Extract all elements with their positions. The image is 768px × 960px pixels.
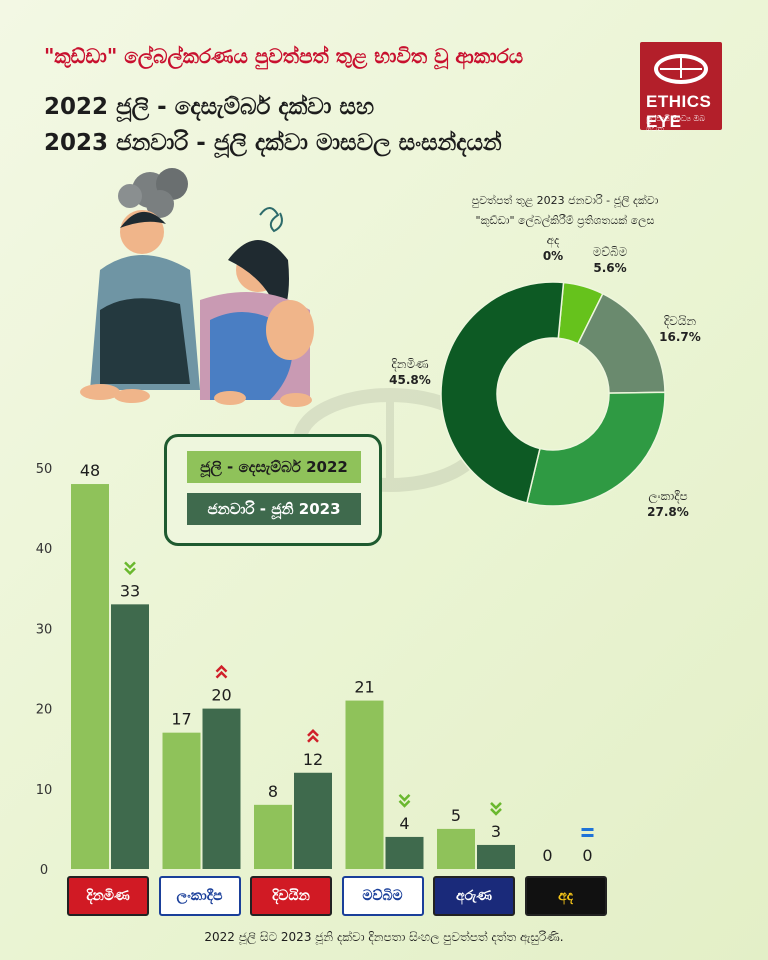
bar-value-label: 4 [399,814,409,833]
donut-slice [557,281,604,345]
legend-item-2023: ජනවාරි - ජූනි 2023 [187,493,361,525]
subtitle-line-2: 2023 ජනවාරි - ජූලි දක්වා මාසවල සංසන්දයන් [44,130,502,156]
bar [162,732,201,869]
bar-value-label: 0 [582,846,592,865]
trend-down-icon [490,802,502,816]
bar-value-label: 33 [120,581,140,600]
legend-item-2022: ජූලි - දෙසැම්බර් 2022 [187,451,361,483]
bar [111,604,149,869]
logo-text: ETHICS EYE [646,92,712,131]
newspaper-logo: ලංකාදීප [158,876,241,916]
y-tick-label: 10 [36,783,53,798]
bar-value-label: 12 [303,750,323,769]
ethics-eye-logo: ETHICS EYE පුරවැසි මාධ්‍ය ඔබ වෙත [640,42,722,133]
trend-up-icon [215,664,228,679]
y-tick-label: 40 [36,542,53,557]
source-footnote: 2022 ජූලි සිට 2023 ජූනි දක්වා දිනපතා සිං… [204,930,564,944]
donut-title: පුවත්පත් තුළ 2023 ජනවාරි - ජූලි දක්වා [471,194,659,207]
logo-subtext: පුරවැසි මාධ්‍ය ඔබ වෙත [646,114,706,133]
donut-slice [526,391,666,507]
donut-slice-value: 16.7% [659,330,701,344]
bar-value-label: 21 [354,678,374,697]
newspaper-logo: අද [524,876,607,916]
donut-slice-label: දිනමිණ [391,357,428,371]
eye-icon [654,54,708,84]
legend: ජූලි - දෙසැම්බර් 2022 ජනවාරි - ජූනි 2023 [164,434,382,546]
bar-value-label: 8 [268,782,278,801]
trend-up-icon [307,728,319,743]
bar-value-label: 20 [211,686,231,705]
trend-equal-icon [581,828,594,837]
bar [202,708,241,869]
bar [385,836,424,869]
donut-subtitle: "කුඩ්ඩා" ලේබල්කිරීම් ප්‍රතිශතයක් ලෙස [475,214,655,227]
donut-slice-label: ලංකාදීප [648,489,687,504]
donut-slice-value: 0% [543,249,563,263]
bar [294,772,332,869]
donut-slice [576,292,666,394]
y-tick-label: 0 [40,863,48,878]
trend-down-icon [398,794,411,808]
y-tick-label: 20 [36,703,53,718]
main-title: "කුඩ්ඩා" ලේබල්කරණය පුවත්පත් තුළ භාවිත වූ… [44,44,524,68]
bar-value-label: 0 [542,846,552,865]
newspaper-logo: අරුණ [433,876,515,916]
bar [345,700,384,869]
sad-couple-illustration [80,168,314,407]
bar-value-label: 17 [171,710,191,729]
newspaper-logo: දිවයින [250,876,332,916]
newspaper-logo: මව්බිම [341,876,424,916]
bar [71,484,109,869]
donut-slice-label: මව්බිම [593,245,628,259]
donut-slice [552,281,565,340]
bar [477,844,515,869]
trend-down-icon [124,561,136,576]
bar [437,828,475,869]
donut-slice-value: 5.6% [593,261,626,275]
bar-value-label: 5 [451,806,461,825]
subtitle-line-1: 2022 ජූලි - දෙසැම්බර් දක්වා සහ [44,94,375,120]
bar-value-label: 48 [80,461,100,480]
donut-slice-value: 27.8% [647,505,689,519]
bar-value-label: 3 [491,822,501,841]
bar [254,804,292,869]
y-tick-label: 50 [36,462,53,477]
newspaper-logo: දිනමිණ [67,876,149,916]
donut-slice-label: දිවයින [664,314,697,328]
y-tick-label: 30 [36,622,53,637]
donut-slice-label: අද [547,233,560,248]
